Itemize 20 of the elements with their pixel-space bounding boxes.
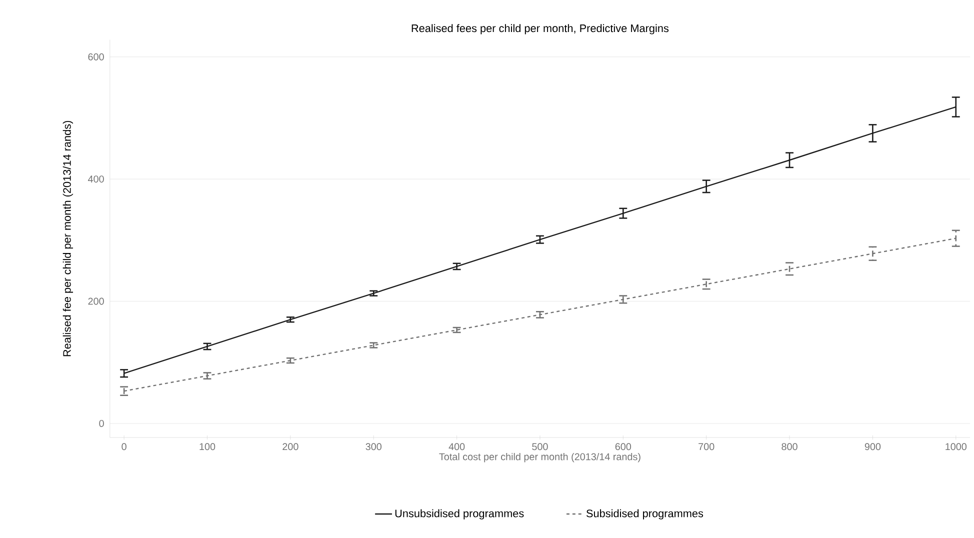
y-tick-label: 200 xyxy=(88,298,104,305)
x-tick-label: 200 xyxy=(282,443,298,450)
y-tick-label: 0 xyxy=(99,420,104,427)
y-tick-label: 400 xyxy=(88,176,104,183)
legend-label: Subsidised programmes xyxy=(586,509,704,520)
x-tick-label: 0 xyxy=(122,443,126,450)
x-axis-title: Total cost per child per month (2013/14 rands) xyxy=(439,452,640,462)
y-tick-label: 600 xyxy=(88,53,104,60)
x-tick-label: 800 xyxy=(782,443,798,450)
x-tick-label: 300 xyxy=(366,443,382,450)
x-tick-label: 700 xyxy=(698,443,714,450)
x-tick-label: 600 xyxy=(615,443,632,450)
x-tick-label: 400 xyxy=(448,443,465,450)
x-tick-label: 900 xyxy=(864,443,881,450)
legend-label: Unsubsidised programmes xyxy=(395,509,524,520)
x-tick-label: 100 xyxy=(200,443,216,450)
x-tick-label: 500 xyxy=(532,443,548,450)
x-tick-label: 1000 xyxy=(946,443,967,450)
y-axis-title: Realised fee per child per month (2013/14 rands) xyxy=(62,120,74,356)
chart-title: Realised fees per child per month, Predictive Margins xyxy=(412,24,669,34)
